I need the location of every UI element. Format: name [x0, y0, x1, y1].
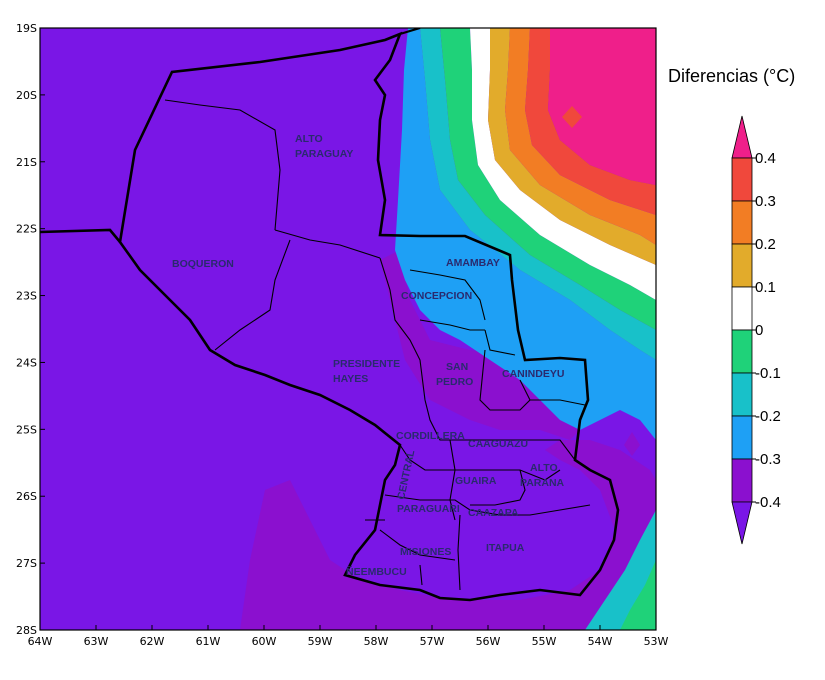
field-band-minus04-south	[240, 440, 656, 630]
legend: Diferencias (°C) 0.4 0.3 0.2 0.1 0 -0.1 -0.2 -0…	[668, 66, 795, 545]
y-tick-label: 20S	[16, 89, 37, 102]
border-brazil-north	[399, 28, 421, 36]
x-axis: 64W 63W 62W 61W 60W 59W 58W 57W 56W 55W 54W 53W	[28, 625, 669, 648]
y-tick-label: 22S	[16, 223, 37, 236]
dept-label-san-pedro: SAN PEDRO	[436, 361, 473, 388]
x-tick-label: 61W	[196, 635, 221, 648]
country-border-paraguay	[118, 31, 620, 602]
field-band-zero	[470, 28, 656, 300]
field-band-plus01	[488, 28, 656, 265]
x-tick-label: 58W	[364, 635, 389, 648]
legend-level-label: -0.1	[755, 365, 781, 382]
legend-level-label: 0.1	[755, 279, 776, 296]
dept-label-concepcion: CONCEPCION	[401, 290, 472, 302]
field-band-plus03	[525, 28, 656, 215]
legend-swatch	[731, 286, 753, 331]
legend-swatch	[731, 458, 753, 503]
legend-triangle-high	[731, 115, 753, 159]
legend-level-label: -0.3	[755, 451, 781, 468]
dept-label-boqueron: BOQUERON	[172, 258, 234, 270]
y-tick-label: 21S	[16, 156, 37, 169]
legend-swatch	[731, 372, 753, 417]
legend-level-label: -0.2	[755, 408, 781, 425]
dept-label-presidente-hayes: PRESIDENTE HAYES	[333, 358, 403, 385]
map-field	[40, 28, 656, 630]
x-tick-label: 53W	[644, 635, 669, 648]
y-tick-label: 27S	[16, 557, 37, 570]
plot-frame	[39, 27, 657, 631]
legend-swatch	[731, 243, 753, 288]
x-tick-label: 56W	[476, 635, 501, 648]
x-tick-label: 62W	[140, 635, 165, 648]
legend-level-label: -0.4	[755, 494, 781, 511]
y-tick-label: 23S	[16, 290, 37, 303]
legend-swatch	[731, 157, 753, 202]
dept-label-itapua: ITAPUA	[486, 542, 525, 554]
legend-level-label: 0.2	[755, 236, 776, 253]
field-band-minus02	[420, 28, 656, 360]
dept-label-alto-parana: ALTO PARANA	[520, 462, 565, 489]
y-tick-label: 28S	[16, 624, 37, 637]
field-spot-plus03	[562, 106, 582, 128]
dept-label-misiones: MISIONES	[400, 546, 451, 558]
x-tick-label: 59W	[308, 635, 333, 648]
legend-swatch	[731, 200, 753, 245]
legend-swatch	[731, 329, 753, 374]
field-spot-minus04	[624, 432, 640, 456]
y-tick-label: 26S	[16, 490, 37, 503]
legend-labels: 0.4 0.3 0.2 0.1 0 -0.1 -0.2 -0.3 -0.4	[752, 150, 781, 511]
legend-title: Diferencias (°C)	[668, 66, 795, 86]
dept-label-paraguari: PARAGUARI	[397, 503, 460, 515]
x-tick-label: 55W	[532, 635, 557, 648]
dept-label-cordillera: CORDILLERA	[396, 430, 465, 442]
field-band-plus02	[505, 28, 656, 245]
dept-label-caazapa: CAAZAPA	[468, 507, 519, 519]
x-tick-label: 60W	[252, 635, 277, 648]
dept-label-caaguazu: CAAGUAZU	[468, 438, 528, 450]
dept-label-canindeyu: CANINDEYU	[502, 368, 564, 380]
y-tick-label: 19S	[16, 22, 37, 35]
dept-label-neembucu: ÑEEMBUCU	[346, 565, 407, 578]
legend-level-label: 0	[755, 322, 763, 339]
legend-level-label: 0.3	[755, 193, 776, 210]
y-tick-label: 24S	[16, 356, 37, 369]
x-tick-label: 63W	[84, 635, 109, 648]
x-tick-label: 64W	[28, 635, 53, 648]
y-tick-label: 25S	[16, 423, 37, 436]
field-band-minus01	[440, 28, 656, 330]
legend-level-label: 0.4	[755, 150, 776, 167]
x-tick-label: 54W	[588, 635, 613, 648]
legend-swatch	[731, 415, 753, 460]
border-bolivia-argentina	[40, 228, 121, 243]
y-axis: 19S 20S 21S 22S 23S 24S 25S 26S 27S 28S	[16, 22, 45, 637]
x-tick-label: 57W	[420, 635, 445, 648]
field-band-plus04	[548, 28, 656, 185]
legend-triangle-low	[731, 501, 753, 545]
field-band-minus03	[395, 28, 656, 440]
dept-label-alto-paraguay: ALTO PARAGUAY	[295, 133, 353, 160]
dept-label-guaira: GUAIRA	[455, 475, 497, 487]
legend-colorbar	[731, 115, 753, 545]
department-borders	[164, 99, 591, 591]
boundaries	[40, 28, 620, 602]
field-band-se-corner-green	[620, 560, 656, 630]
dept-label-amambay: AMAMBAY	[446, 257, 500, 269]
